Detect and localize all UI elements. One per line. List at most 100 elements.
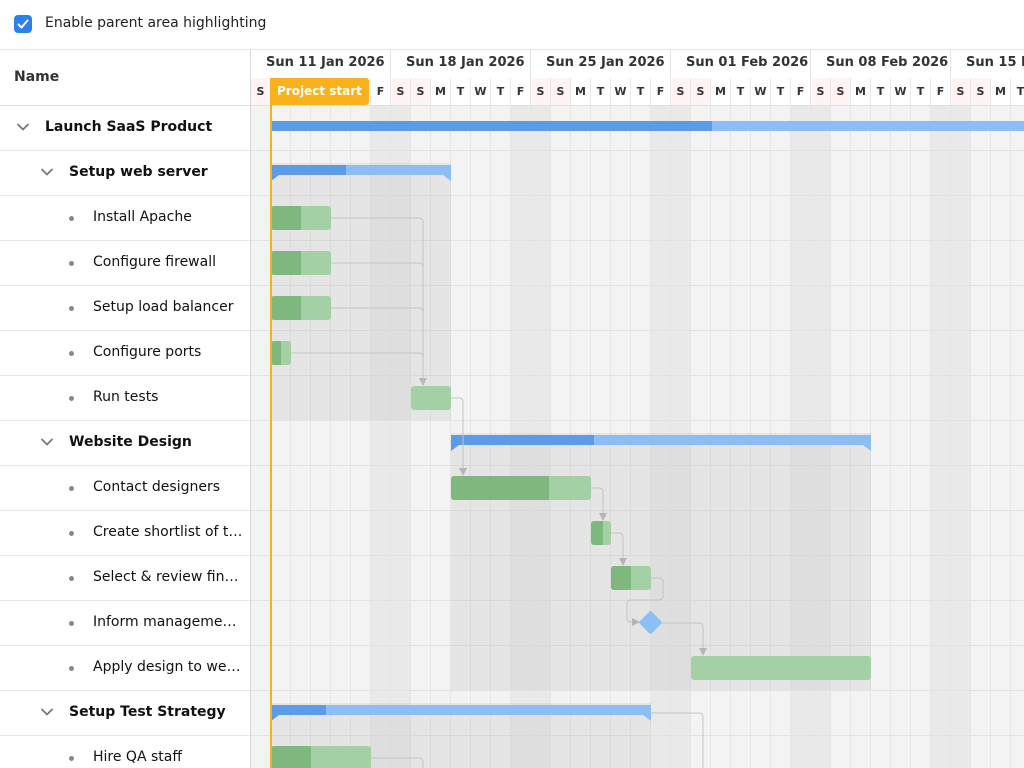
summary-left-cap bbox=[451, 445, 459, 451]
summary-bar-launch-saas-product[interactable] bbox=[271, 121, 1024, 131]
row-gridline bbox=[251, 465, 1024, 466]
day-header-cell: W bbox=[611, 78, 631, 106]
grid-row[interactable]: Hire QA staff bbox=[0, 736, 250, 768]
grid-row[interactable]: Website Design bbox=[0, 421, 250, 466]
day-header-cell: S bbox=[411, 78, 431, 106]
task-bar-create-shortlist[interactable] bbox=[591, 521, 611, 545]
chevron-down-icon[interactable] bbox=[16, 120, 30, 134]
grid-row[interactable]: Setup Test Strategy bbox=[0, 691, 250, 736]
column-gridline bbox=[290, 106, 291, 768]
summary-right-cap bbox=[443, 175, 451, 181]
day-header-cell: S bbox=[811, 78, 831, 106]
task-name: Run tests bbox=[93, 389, 159, 405]
summary-progress bbox=[451, 435, 594, 445]
task-progress bbox=[271, 341, 281, 365]
week-header-cell: Sun 08 Feb 2026 bbox=[811, 50, 951, 78]
parent-highlight-label[interactable]: Enable parent area highlighting bbox=[45, 15, 267, 31]
task-name: Install Apache bbox=[93, 209, 192, 225]
task-name: Website Design bbox=[69, 434, 192, 450]
day-header-cell: M bbox=[571, 78, 591, 106]
grid-row[interactable]: Install Apache bbox=[0, 196, 250, 241]
project-start-flag[interactable]: Project start bbox=[270, 78, 369, 105]
grid-row[interactable]: Create shortlist of t… bbox=[0, 511, 250, 556]
day-header-cell: S bbox=[391, 78, 411, 106]
task-grid: Name Launch SaaS Product Setup web server… bbox=[0, 50, 251, 768]
task-name: Inform manageme… bbox=[93, 614, 237, 630]
bullet-icon bbox=[69, 486, 74, 491]
day-header-cell: W bbox=[751, 78, 771, 106]
column-gridline bbox=[450, 106, 451, 768]
grid-row[interactable]: Setup web server bbox=[0, 151, 250, 196]
summary-progress bbox=[271, 705, 326, 715]
grid-row[interactable]: Apply design to we… bbox=[0, 646, 250, 691]
task-name: Apply design to we… bbox=[93, 659, 241, 675]
grid-row[interactable]: Configure ports bbox=[0, 331, 250, 376]
task-bar-configure-ports[interactable] bbox=[271, 341, 291, 365]
day-header-cell: F bbox=[651, 78, 671, 106]
task-bar-install-apache[interactable] bbox=[271, 206, 331, 230]
task-name: Contact designers bbox=[93, 479, 221, 495]
day-header-cell: F bbox=[791, 78, 811, 106]
grid-row[interactable]: Contact designers bbox=[0, 466, 250, 511]
task-bar-apply-design[interactable] bbox=[691, 656, 871, 680]
day-header-cell: M bbox=[851, 78, 871, 106]
chevron-down-icon[interactable] bbox=[40, 705, 54, 719]
grid-row[interactable]: Run tests bbox=[0, 376, 250, 421]
task-progress bbox=[271, 206, 301, 230]
task-name: Create shortlist of t… bbox=[93, 524, 243, 540]
bullet-icon bbox=[69, 576, 74, 581]
row-gridline bbox=[251, 690, 1024, 691]
task-progress bbox=[591, 521, 603, 545]
column-gridline bbox=[930, 106, 931, 768]
task-name: Setup Test Strategy bbox=[69, 704, 226, 720]
grid-row[interactable]: Setup load balancer bbox=[0, 286, 250, 331]
week-header-cell: Sun 18 Jan 2026 bbox=[391, 50, 531, 78]
day-header-cell: T bbox=[451, 78, 471, 106]
column-gridline bbox=[910, 106, 911, 768]
toolbar: Enable parent area highlighting bbox=[0, 0, 1024, 50]
day-header-cell: M bbox=[991, 78, 1011, 106]
day-header-cell: S bbox=[971, 78, 991, 106]
task-bar-select-review[interactable] bbox=[611, 566, 651, 590]
task-progress bbox=[271, 296, 301, 320]
row-gridline bbox=[251, 420, 1024, 421]
column-gridline bbox=[390, 106, 391, 768]
day-header-cell: T bbox=[731, 78, 751, 106]
task-bar-configure-firewall[interactable] bbox=[271, 251, 331, 275]
task-bar-hire-qa-staff[interactable] bbox=[271, 746, 371, 768]
summary-bar-setup-test-strategy[interactable] bbox=[271, 705, 651, 721]
day-header-cell: S bbox=[551, 78, 571, 106]
task-name: Select & review fin… bbox=[93, 569, 239, 585]
summary-bar-setup-web-server[interactable] bbox=[271, 165, 451, 181]
task-name: Configure firewall bbox=[93, 254, 216, 270]
task-name: Launch SaaS Product bbox=[45, 119, 213, 135]
day-header-cell: T bbox=[1011, 78, 1024, 106]
row-gridline bbox=[251, 375, 1024, 376]
grid-header-name[interactable]: Name bbox=[0, 50, 250, 106]
grid-row[interactable]: Configure firewall bbox=[0, 241, 250, 286]
task-bar-run-tests[interactable] bbox=[411, 386, 451, 410]
summary-progress bbox=[271, 165, 346, 175]
bullet-icon bbox=[69, 216, 74, 221]
row-gridline bbox=[251, 555, 1024, 556]
grid-row[interactable]: Inform manageme… bbox=[0, 601, 250, 646]
grid-row[interactable]: Select & review fin… bbox=[0, 556, 250, 601]
day-header-cell: S bbox=[951, 78, 971, 106]
day-header-cell: S bbox=[831, 78, 851, 106]
summary-bar-website-design[interactable] bbox=[451, 435, 871, 451]
weekend-band bbox=[371, 106, 411, 768]
chevron-down-icon[interactable] bbox=[40, 435, 54, 449]
parent-highlight-checkbox[interactable] bbox=[14, 15, 32, 33]
column-gridline bbox=[1010, 106, 1011, 768]
summary-left-cap bbox=[271, 715, 279, 721]
chevron-down-icon[interactable] bbox=[40, 165, 54, 179]
grid-row[interactable]: Launch SaaS Product bbox=[0, 106, 250, 151]
bullet-icon bbox=[69, 261, 74, 266]
task-bar-contact-designers[interactable] bbox=[451, 476, 591, 500]
task-bar-setup-load-balancer[interactable] bbox=[271, 296, 331, 320]
column-gridline bbox=[330, 106, 331, 768]
column-gridline bbox=[430, 106, 431, 768]
checkmark-icon bbox=[17, 19, 29, 29]
day-header-cell: W bbox=[471, 78, 491, 106]
summary-left-cap bbox=[271, 175, 279, 181]
